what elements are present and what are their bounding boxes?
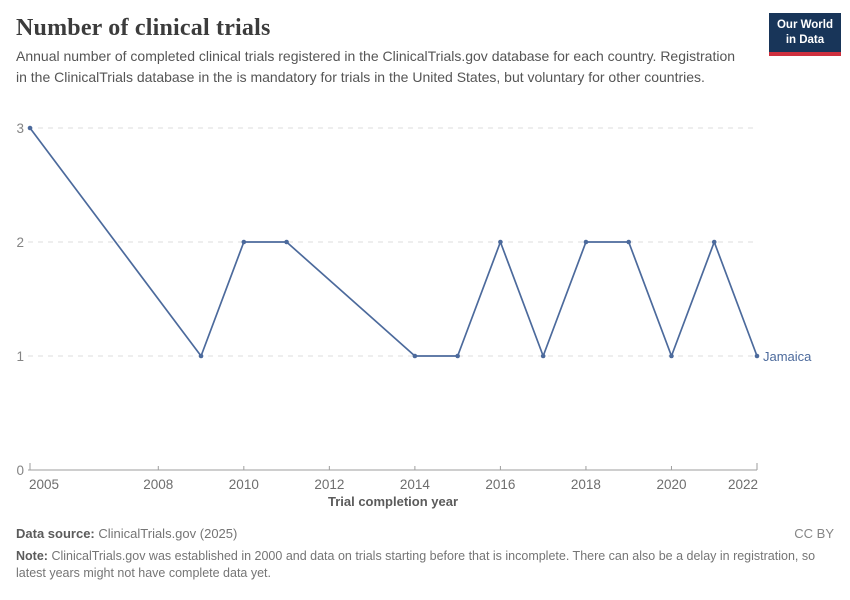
data-point[interactable] xyxy=(241,239,247,245)
data-point[interactable] xyxy=(498,239,503,245)
x-tick-label: 2014 xyxy=(400,477,431,492)
owid-logo[interactable]: Our World in Data xyxy=(768,13,841,56)
data-point[interactable] xyxy=(754,353,760,359)
x-tick-label: 2008 xyxy=(143,477,173,492)
owid-logo-line2: in Data xyxy=(785,33,825,46)
x-tick-label: 2020 xyxy=(656,477,686,492)
x-tick-label: 2018 xyxy=(571,477,601,492)
y-tick-label: 2 xyxy=(16,235,24,250)
x-tick-label: 2005 xyxy=(29,477,59,492)
data-point[interactable] xyxy=(626,239,632,245)
data-point[interactable] xyxy=(711,239,717,245)
data-point[interactable] xyxy=(412,353,418,359)
x-tick-label: 2012 xyxy=(314,477,344,492)
x-tick-label: 2010 xyxy=(229,477,259,492)
data-point[interactable] xyxy=(198,353,204,359)
owid-logo-line1: Our World xyxy=(776,19,833,31)
chart-plot-area[interactable]: Trial completion year 0 1 2 3 2005 2008 2010 20… xyxy=(0,110,850,520)
chart-note: Note: ClinicalTrials.gov was established… xyxy=(16,548,834,582)
data-source-value[interactable]: ClinicalTrials.gov (2025) xyxy=(98,526,238,541)
x-tick-label: 2016 xyxy=(485,477,515,492)
x-tick-label: 2022 xyxy=(728,477,758,492)
data-point[interactable] xyxy=(455,353,460,359)
data-point[interactable] xyxy=(583,239,589,245)
data-source: Data source: ClinicalTrials.gov (2025) xyxy=(16,526,237,541)
note-text: ClinicalTrials.gov was established in 20… xyxy=(16,549,816,580)
data-point[interactable] xyxy=(27,125,33,131)
data-point[interactable] xyxy=(284,239,289,245)
x-axis-title: Trial completion year xyxy=(328,494,458,509)
chart-title: Number of clinical trials xyxy=(16,15,271,41)
source-row: Data source: ClinicalTrials.gov (2025) C… xyxy=(16,526,834,541)
y-tick-label: 0 xyxy=(16,463,24,478)
y-tick-label: 1 xyxy=(16,349,24,364)
license-link[interactable]: CC BY xyxy=(794,526,834,541)
note-label: Note: xyxy=(16,549,48,563)
data-point[interactable] xyxy=(540,353,546,359)
entity-label-jamaica[interactable]: Jamaica xyxy=(763,349,812,364)
data-point[interactable] xyxy=(669,353,674,359)
chart-subtitle: Annual number of completed clinical tria… xyxy=(16,48,736,85)
y-tick-label: 3 xyxy=(16,121,24,136)
chart-footer: Data source: ClinicalTrials.gov (2025) C… xyxy=(16,526,834,582)
data-source-label: Data source: xyxy=(16,526,95,541)
